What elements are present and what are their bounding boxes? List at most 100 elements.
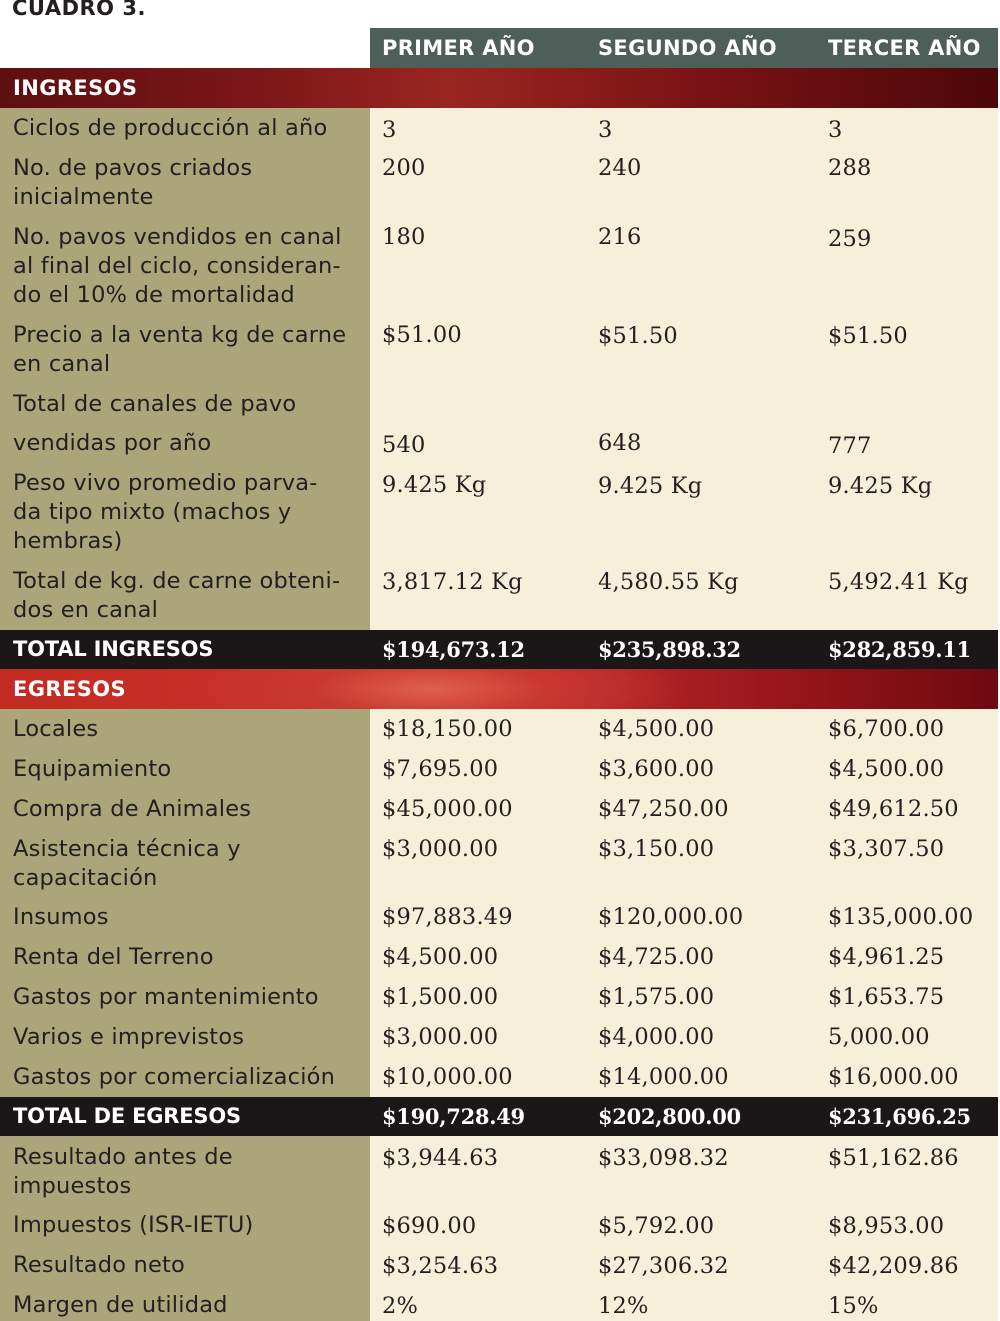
section-title-ingresos: INGRESOS bbox=[13, 76, 138, 100]
row-value-year1: $690.00 bbox=[382, 1213, 477, 1239]
row-label: Total de kg. de carne obteni- dos en can… bbox=[13, 568, 341, 623]
row-label: Renta del Terreno bbox=[13, 944, 214, 970]
row-value-year3: $6,700.00 bbox=[828, 716, 945, 742]
row-value-year2: $3,600.00 bbox=[598, 756, 715, 782]
row-value-year2: $120,000.00 bbox=[598, 904, 744, 930]
row-label: Resultado neto bbox=[13, 1252, 186, 1278]
row-value-year2: $3,150.00 bbox=[598, 836, 715, 862]
row-value-year1: $18,150.00 bbox=[382, 716, 513, 742]
row-label: Impuestos (ISR-IETU) bbox=[13, 1212, 254, 1238]
row-value-year2: $47,250.00 bbox=[598, 796, 729, 822]
row-value-year1: 9.425 Kg bbox=[382, 472, 487, 498]
total-ingresos-label: TOTAL INGRESOS bbox=[13, 637, 214, 661]
row-value-year2: $4,500.00 bbox=[598, 716, 715, 742]
row-label: Peso vivo promedio parva- da tipo mixto … bbox=[13, 470, 318, 554]
row-value-year2: $51.50 bbox=[598, 323, 678, 349]
row-label: Gastos por comercialización bbox=[13, 1064, 336, 1090]
row-label: Margen de utilidad bbox=[13, 1292, 228, 1318]
row-label: Compra de Animales bbox=[13, 796, 252, 822]
row-value-year1: 3 bbox=[382, 117, 397, 143]
total-egresos-year2: $202,800.00 bbox=[598, 1104, 741, 1129]
row-label: No. pavos vendidos en canal al final del… bbox=[13, 224, 342, 308]
row-value-year1: $7,695.00 bbox=[382, 756, 499, 782]
row-value-year1: 3,817.12 Kg bbox=[382, 569, 523, 595]
resultados-value-column bbox=[370, 1136, 998, 1321]
row-label: Equipamiento bbox=[13, 756, 172, 782]
row-value-year3: $1,653.75 bbox=[828, 984, 945, 1010]
row-value-year2: 4,580.55 Kg bbox=[598, 569, 739, 595]
row-value-year2: 216 bbox=[598, 224, 642, 250]
section-header-egresos: EGRESOS bbox=[0, 669, 998, 709]
row-value-year2: $1,575.00 bbox=[598, 984, 715, 1010]
row-value-year3: 5,492.41 Kg bbox=[828, 569, 969, 595]
table-caption: CUADRO 3. bbox=[12, 0, 146, 20]
row-value-year3: 3 bbox=[828, 117, 843, 143]
total-ingresos-year1: $194,673.12 bbox=[382, 637, 525, 662]
row-value-year3: 9.425 Kg bbox=[828, 473, 933, 499]
total-egresos-year3: $231,696.25 bbox=[828, 1104, 971, 1129]
row-value-year3: $51,162.86 bbox=[828, 1145, 959, 1171]
column-header-tercer-ano: TERCER AÑO bbox=[828, 36, 981, 60]
row-value-year1: $45,000.00 bbox=[382, 796, 513, 822]
row-value-year1: $97,883.49 bbox=[382, 904, 513, 930]
row-value-year2: 648 bbox=[598, 430, 642, 456]
row-value-year3: $3,307.50 bbox=[828, 836, 945, 862]
total-ingresos-year2: $235,898.32 bbox=[598, 637, 741, 662]
row-value-year3: $16,000.00 bbox=[828, 1064, 959, 1090]
row-value-year1: $3,000.00 bbox=[382, 1024, 499, 1050]
row-value-year2: $27,306.32 bbox=[598, 1253, 729, 1279]
row-value-year2: 9.425 Kg bbox=[598, 473, 703, 499]
row-value-year1: 540 bbox=[382, 432, 426, 458]
row-value-year1: 2% bbox=[382, 1293, 419, 1319]
row-value-year3: 777 bbox=[828, 433, 872, 459]
row-label: Locales bbox=[13, 716, 99, 742]
column-header-segundo-ano: SEGUNDO AÑO bbox=[598, 36, 777, 60]
row-value-year2: $14,000.00 bbox=[598, 1064, 729, 1090]
row-label: Ciclos de producción al año bbox=[13, 115, 328, 141]
ingresos-value-column bbox=[370, 108, 998, 630]
total-egresos-label: TOTAL DE EGRESOS bbox=[13, 1104, 241, 1128]
total-ingresos-year3: $282,859.11 bbox=[828, 637, 971, 662]
row-label: vendidas por año bbox=[13, 430, 212, 456]
row-value-year3: 259 bbox=[828, 226, 872, 252]
row-value-year1: $51.00 bbox=[382, 322, 462, 348]
ingresos-label-column bbox=[0, 108, 370, 630]
row-value-year3: $4,500.00 bbox=[828, 756, 945, 782]
row-value-year2: $4,725.00 bbox=[598, 944, 715, 970]
row-label: Resultado antes de impuestos bbox=[13, 1144, 233, 1199]
row-label: Precio a la venta kg de carne en canal bbox=[13, 322, 347, 377]
row-value-year2: $5,792.00 bbox=[598, 1213, 715, 1239]
row-value-year1: $3,000.00 bbox=[382, 836, 499, 862]
egresos-label-column bbox=[0, 708, 370, 1097]
row-value-year3: 288 bbox=[828, 155, 872, 181]
row-label: Varios e imprevistos bbox=[13, 1024, 245, 1050]
row-value-year1: $10,000.00 bbox=[382, 1064, 513, 1090]
row-value-year2: $4,000.00 bbox=[598, 1024, 715, 1050]
row-value-year3: $8,953.00 bbox=[828, 1213, 945, 1239]
row-value-year1: $3,254.63 bbox=[382, 1253, 499, 1279]
row-label: Gastos por mantenimiento bbox=[13, 984, 319, 1010]
row-value-year2: 3 bbox=[598, 117, 613, 143]
egresos-value-column bbox=[370, 708, 998, 1097]
row-value-year1: $4,500.00 bbox=[382, 944, 499, 970]
section-title-egresos: EGRESOS bbox=[13, 677, 126, 701]
row-value-year1: 200 bbox=[382, 155, 426, 181]
row-label: Asistencia técnica y capacitación bbox=[13, 836, 241, 891]
row-value-year1: $3,944.63 bbox=[382, 1145, 499, 1171]
row-value-year3: $42,209.86 bbox=[828, 1253, 959, 1279]
row-label: Total de canales de pavo bbox=[13, 391, 297, 417]
column-header-bar: PRIMER AÑO SEGUNDO AÑO TERCER AÑO bbox=[370, 28, 998, 68]
row-value-year2: $33,098.32 bbox=[598, 1145, 729, 1171]
column-header-primer-ano: PRIMER AÑO bbox=[382, 36, 535, 60]
row-value-year3: $51.50 bbox=[828, 323, 908, 349]
row-value-year3: $4,961.25 bbox=[828, 944, 945, 970]
row-value-year2: 12% bbox=[598, 1293, 649, 1319]
row-value-year3: $135,000.00 bbox=[828, 904, 974, 930]
row-value-year2: 240 bbox=[598, 155, 642, 181]
total-egresos-year1: $190,728.49 bbox=[382, 1104, 525, 1129]
total-egresos-row: TOTAL DE EGRESOS $190,728.49 $202,800.00… bbox=[0, 1097, 998, 1136]
resultados-label-column bbox=[0, 1136, 370, 1321]
row-value-year1: 180 bbox=[382, 224, 426, 250]
section-header-ingresos: INGRESOS bbox=[0, 68, 998, 108]
row-value-year1: $1,500.00 bbox=[382, 984, 499, 1010]
